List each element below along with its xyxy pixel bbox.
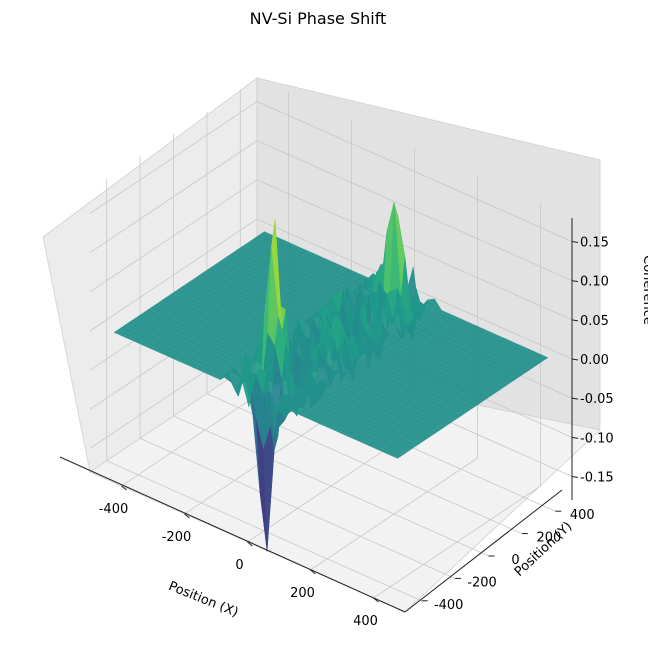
grid-line-y [173,415,489,557]
surface [113,201,549,552]
x-tick-label: 200 [290,586,315,601]
x-axis-label: Position (X) [166,579,240,621]
surface-cell [390,452,402,459]
x-tick-mark [184,513,190,519]
x-tick-mark [373,597,379,603]
x-tick-label: -200 [162,530,192,545]
tick-labels: -400-2000200400-400-2000200400-0.15-0.10… [99,236,614,630]
grid-line-z [89,101,258,214]
y-axis-label: Position (Y) [512,519,576,580]
grid-line-z [256,179,573,321]
grid-line-z [256,140,573,282]
z-tick-mark [571,476,579,478]
z-tick-label: 0.15 [580,236,609,251]
z-tick-mark [571,280,579,283]
y-tick-label: -200 [467,575,497,590]
z-tick-mark [571,358,579,361]
z-tick-label: 0.00 [580,353,609,368]
axes [59,218,579,613]
z-tick-mark [571,241,579,243]
y-tick-label: -400 [434,598,464,613]
x-tick-mark [247,541,253,547]
x-tick-mark [310,569,316,575]
x-axis-line [59,456,406,613]
y-tick-label: 0 [511,553,519,568]
x-tick-label: -400 [99,502,129,517]
x-tick-label: 400 [353,614,378,629]
grid-line-z [89,218,258,332]
grid-line-y [139,438,456,579]
grid-line-z [89,140,258,253]
z-tick-mark [571,436,579,439]
grid-line-y [106,460,422,602]
y-tick-label: 400 [570,508,595,523]
z-tick-label: -0.05 [580,392,614,407]
z-tick-label: 0.10 [580,275,609,290]
z-tick-label: -0.15 [580,471,614,486]
x-tick-label: 0 [235,558,243,573]
y-axis-line [404,489,563,613]
chart-title: NV-Si Phase Shift [250,9,387,28]
grid-line-z [89,179,258,293]
z-tick-label: -0.10 [580,431,614,446]
x-tick-mark [121,485,127,491]
z-tick-label: 0.05 [580,314,609,329]
z-tick-mark [571,319,579,322]
z-axis-label: Coherence [640,255,648,325]
z-tick-mark [571,397,579,400]
y-tick-label: 200 [536,531,561,546]
grid-line-z [256,101,573,242]
